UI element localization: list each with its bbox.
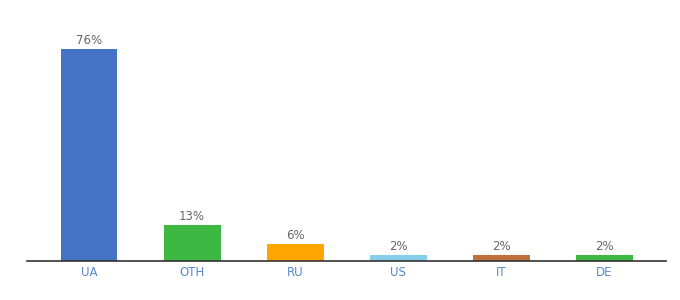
Bar	[164, 225, 220, 261]
Text: 13%: 13%	[179, 209, 205, 223]
Bar	[370, 255, 427, 261]
Text: 2%: 2%	[492, 240, 511, 253]
Text: 2%: 2%	[595, 240, 614, 253]
Bar	[473, 255, 530, 261]
Bar	[61, 49, 118, 261]
Text: 2%: 2%	[389, 240, 408, 253]
Bar	[576, 255, 633, 261]
Text: 76%: 76%	[76, 34, 102, 47]
Bar	[267, 244, 324, 261]
Text: 6%: 6%	[286, 229, 305, 242]
